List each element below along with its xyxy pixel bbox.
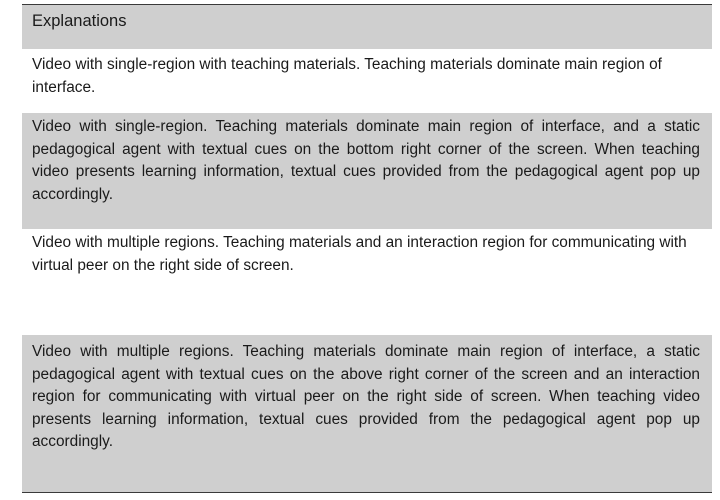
- table-header-explanations: Explanations: [22, 5, 712, 49]
- table-top-border: [22, 4, 712, 5]
- explanations-table: Explanations Video with single-region wi…: [22, 5, 712, 493]
- table-row: Video with single-region. Teaching mater…: [22, 113, 712, 229]
- table-row: Video with multiple regions. Teaching ma…: [32, 234, 687, 274]
- table-row: Video with multiple regions. Teaching ma…: [22, 335, 712, 493]
- table-row: Video with single-region with teaching m…: [32, 56, 662, 96]
- table-bottom-border: [22, 492, 712, 493]
